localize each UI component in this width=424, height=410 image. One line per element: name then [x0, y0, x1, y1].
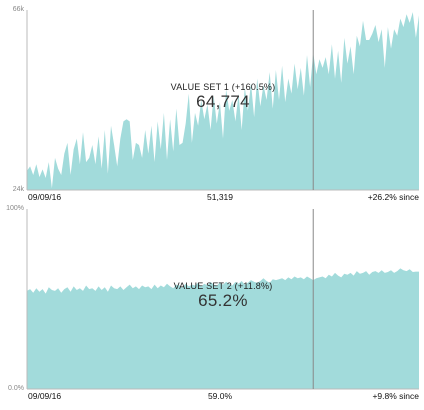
footer-2: 09/09/16 59.0% +9.8% since [0, 391, 424, 403]
area-chart-1 [26, 10, 419, 191]
footer-cursor-value: 59.0% [207, 391, 233, 401]
area-series [27, 268, 419, 389]
footer-start-date: 09/09/16 [28, 192, 62, 202]
y-tick-label: 24k [12, 186, 24, 193]
area-series [27, 12, 419, 191]
y-tick-label: 100% [6, 205, 24, 212]
y-tick-label: 66k [12, 6, 24, 13]
y-tick-label: 0.0% [8, 385, 24, 392]
footer-1: 09/09/16 51,319 +26.2% since [0, 192, 424, 204]
footer-cursor-value: 51,319 [207, 192, 233, 202]
footer-change: +26.2% since [367, 192, 419, 202]
footer-change: +9.8% since [372, 391, 419, 401]
footer-start-date: 09/09/16 [28, 391, 62, 401]
